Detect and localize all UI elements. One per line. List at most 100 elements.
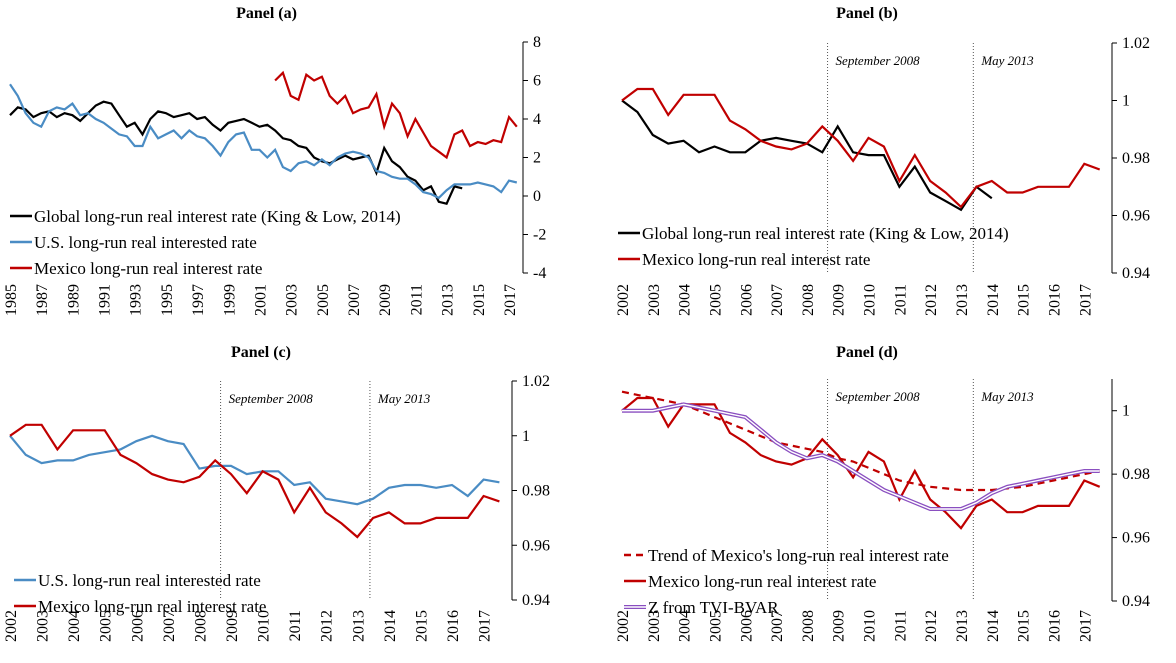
panel-title: Panel (c) [231,344,291,361]
x-tick-label: 2017 [502,284,519,316]
x-tick-label: 2007 [769,284,786,316]
x-tick-label: 2013 [954,284,971,316]
x-tick-label: 2016 [445,610,462,642]
x-tick-label: 2011 [408,284,425,315]
x-tick-label: 2010 [862,610,879,642]
x-tick-label: 2002 [615,610,632,642]
y-tick-label: 0.98 [522,483,550,500]
x-tick-label: 2007 [346,284,363,316]
x-tick-label: 2006 [738,610,755,642]
event-label: September 2008 [836,53,921,68]
y-tick-label: 0.96 [1122,530,1150,547]
x-tick-label: 2017 [1077,610,1094,642]
x-tick-label: 2009 [831,284,848,316]
x-tick-label: 2003 [646,284,663,316]
x-tick-label: 2005 [707,610,724,642]
x-tick-label: 2010 [862,284,879,316]
y-tick-label: 0.94 [1122,593,1150,610]
x-tick-label: 2005 [707,284,724,316]
x-tick-label: 2013 [954,610,971,642]
series-line [622,402,1100,511]
event-label: May 2013 [980,53,1034,68]
y-tick-label: 4 [533,111,541,128]
x-tick-label: 2012 [319,610,336,642]
event-label: September 2008 [836,389,921,404]
series-line [621,396,1101,530]
event-label: May 2013 [980,389,1034,404]
legend-label: Trend of Mexico's long-run real interest… [648,546,949,565]
y-tick-label: 1.02 [522,373,550,390]
x-tick-label: 2004 [677,610,694,642]
y-tick-label: 1 [522,428,530,445]
legend-label: Global long-run real interest rate (King… [642,224,1009,243]
x-tick-label: 2011 [892,610,909,641]
x-tick-label: 2013 [440,284,457,316]
x-tick-label: 1995 [159,284,176,316]
panel-title: Panel (d) [836,344,898,361]
x-tick-label: 2009 [377,284,394,316]
x-tick-label: 2002 [3,610,20,642]
x-tick-label: 2015 [1016,284,1033,316]
x-tick-label: 2013 [350,610,367,642]
series-line-inner [622,403,1100,510]
series-line [9,434,500,506]
x-tick-label: 2011 [287,610,304,641]
legend-label: Global long-run real interest rate (King… [34,207,401,226]
legend-label: Mexico long-run real interest rate [38,597,266,616]
x-tick-label: 2017 [1077,284,1094,316]
y-tick-label: 8 [533,34,541,51]
series-line [9,100,463,205]
x-tick-label: 1993 [128,284,145,316]
x-tick-label: 2015 [471,284,488,316]
x-tick-label: 2003 [646,610,663,642]
x-tick-label: 2016 [1046,610,1063,642]
x-tick-label: 2014 [985,284,1002,316]
legend-label: U.S. long-run real interested rate [38,571,261,590]
legend-label: Z from TVI-BVAR [648,598,779,617]
x-tick-label: 2011 [892,284,909,315]
legend-label: U.S. long-run real interested rate [34,233,257,252]
legend-label: Mexico long-run real interest rate [34,259,262,278]
series-line [621,87,1101,209]
x-tick-label: 1989 [65,284,82,316]
series-line [274,70,518,160]
y-tick-label: 0.98 [1122,466,1150,483]
series-line [621,99,993,212]
x-tick-label: 2007 [161,610,178,642]
x-tick-label: 2005 [98,610,115,642]
x-tick-label: 2003 [284,284,301,316]
y-tick-label: 0.98 [1122,150,1150,167]
x-tick-label: 2008 [192,610,209,642]
event-label: May 2013 [377,391,431,406]
x-tick-label: 2001 [252,284,269,316]
x-tick-label: 2009 [224,610,241,642]
series-line [9,83,518,200]
event-label: September 2008 [229,391,314,406]
x-tick-label: 1987 [34,284,51,316]
x-tick-label: 2008 [800,610,817,642]
x-tick-label: 2009 [831,610,848,642]
x-tick-label: 2012 [923,284,940,316]
x-tick-label: 2014 [985,610,1002,642]
x-tick-label: 2002 [615,284,632,316]
y-tick-label: 1.02 [1122,35,1150,52]
x-tick-label: 2015 [1016,610,1033,642]
series-line [9,423,500,539]
y-tick-label: 2 [533,150,541,167]
panel-title: Panel (b) [836,5,898,22]
x-tick-label: 2004 [66,610,83,642]
x-tick-label: 1999 [221,284,238,316]
x-tick-label: 1985 [3,284,20,316]
y-tick-label: 0.94 [1122,265,1150,282]
legend-label: Mexico long-run real interest rate [642,250,870,269]
x-tick-label: 2014 [382,610,399,642]
x-tick-label: 2006 [129,610,146,642]
y-tick-label: 6 [533,73,541,90]
x-tick-label: 2017 [477,610,494,642]
x-tick-label: 2007 [769,610,786,642]
x-tick-label: 2012 [923,610,940,642]
y-tick-label: -2 [533,227,546,244]
y-tick-label: 1 [1122,403,1130,420]
x-tick-label: 2008 [800,284,817,316]
